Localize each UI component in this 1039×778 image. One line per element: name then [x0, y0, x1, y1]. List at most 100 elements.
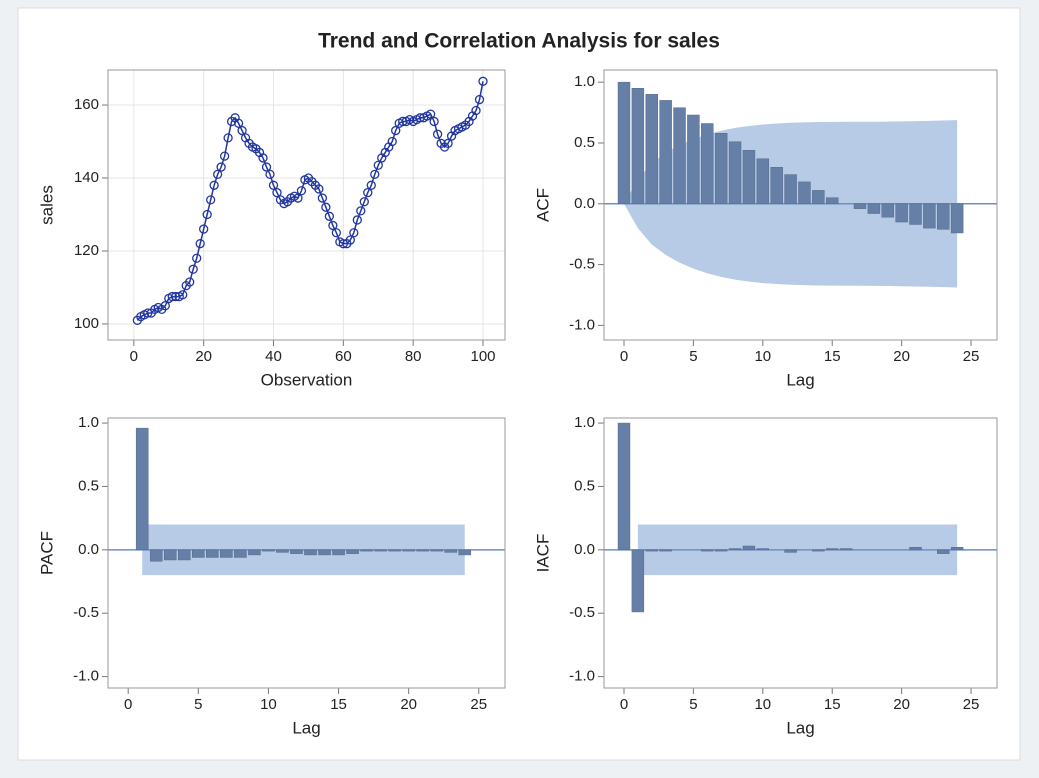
data-point: [233, 118, 244, 128]
y-tick-label: 120: [74, 242, 99, 259]
x-tick-label: 5: [689, 348, 697, 365]
data-point: [314, 184, 324, 194]
x-tick-label: 20: [195, 348, 212, 365]
y-tick-label: -1.0: [569, 316, 595, 333]
y-tick-label: -0.5: [73, 604, 99, 621]
bar: [659, 100, 672, 205]
data-point: [321, 202, 331, 212]
bar: [798, 181, 811, 205]
y-tick-label: -1.0: [569, 668, 595, 685]
bar: [631, 87, 645, 205]
x-axis-label: Lag: [786, 370, 814, 389]
bar: [950, 547, 964, 551]
bar: [923, 203, 936, 229]
y-tick-label: 0.5: [574, 134, 595, 151]
data-point: [167, 291, 177, 302]
bar: [826, 197, 839, 205]
data-point: [143, 308, 153, 318]
bar: [617, 422, 631, 551]
x-tick-label: 80: [405, 348, 422, 365]
data-point: [223, 133, 233, 143]
y-tick-label: -1.0: [73, 668, 99, 685]
data-point: [272, 187, 282, 198]
data-point: [331, 228, 342, 238]
data-point: [212, 169, 223, 180]
bar: [163, 549, 177, 561]
plot-frame: [603, 417, 998, 689]
x-tick-label: 0: [124, 696, 132, 713]
data-point: [206, 195, 216, 205]
bar: [701, 123, 714, 205]
bar: [248, 549, 261, 556]
x-tick-label: 0: [620, 348, 628, 365]
x-axis-label: Observation: [261, 370, 353, 389]
x-tick-label: 5: [689, 696, 697, 713]
y-tick-label: -0.5: [569, 256, 595, 273]
data-point: [160, 301, 170, 311]
x-tick-label: 15: [824, 696, 841, 713]
data-point: [202, 209, 212, 220]
x-tick-label: 10: [754, 696, 771, 713]
data-line: [136, 81, 484, 321]
x-tick-label: 25: [963, 696, 980, 713]
data-point: [432, 129, 443, 139]
data-point: [474, 94, 485, 105]
bar: [742, 545, 756, 551]
y-tick-label: 0.0: [78, 541, 99, 558]
bar: [645, 94, 658, 205]
y-tick-label: 160: [74, 96, 99, 113]
data-point: [178, 290, 188, 300]
data-point: [425, 109, 436, 119]
data-point: [373, 160, 383, 170]
data-point: [258, 153, 268, 163]
bar: [346, 549, 359, 554]
bar: [220, 549, 233, 558]
data-point: [199, 224, 209, 234]
x-tick-label: 100: [470, 348, 495, 365]
y-tick-label: 140: [74, 169, 99, 186]
data-point: [359, 197, 369, 207]
bar: [909, 203, 922, 225]
data-point: [471, 105, 481, 116]
data-point: [345, 235, 355, 245]
bar: [645, 549, 658, 552]
y-tick-label: 1.0: [78, 414, 99, 431]
bar: [135, 427, 149, 551]
data-point: [192, 253, 202, 263]
bar: [617, 81, 631, 205]
bar: [950, 203, 964, 234]
bar: [714, 549, 728, 552]
data-point: [317, 193, 328, 203]
plot-area: [108, 70, 505, 340]
x-tick-label: 10: [754, 348, 771, 365]
x-tick-label: 10: [260, 696, 277, 713]
y-tick-label: 0.0: [574, 541, 595, 558]
data-point: [356, 206, 366, 216]
data-point: [370, 169, 380, 180]
data-point: [237, 125, 247, 136]
bar: [770, 167, 783, 205]
bar: [937, 203, 950, 230]
bar: [206, 549, 219, 558]
x-tick-label: 25: [470, 696, 487, 713]
bar: [430, 549, 443, 552]
bar: [304, 549, 317, 556]
y-tick-label: 100: [74, 315, 99, 332]
bar: [402, 549, 415, 552]
bar: [234, 549, 247, 558]
bar: [687, 114, 700, 205]
bar: [839, 548, 853, 551]
bar: [290, 549, 303, 554]
y-tick-label: 1.0: [574, 414, 595, 431]
bar: [728, 141, 742, 205]
plot-frame: [603, 69, 998, 341]
data-point: [338, 239, 348, 249]
chart-title: Trend and Correlation Analysis for sales: [318, 30, 720, 53]
y-tick-label: 0.5: [78, 477, 99, 494]
data-point: [415, 113, 425, 123]
bar: [784, 549, 797, 553]
y-axis-label: IACF: [533, 534, 552, 573]
x-tick-label: 40: [265, 348, 282, 365]
